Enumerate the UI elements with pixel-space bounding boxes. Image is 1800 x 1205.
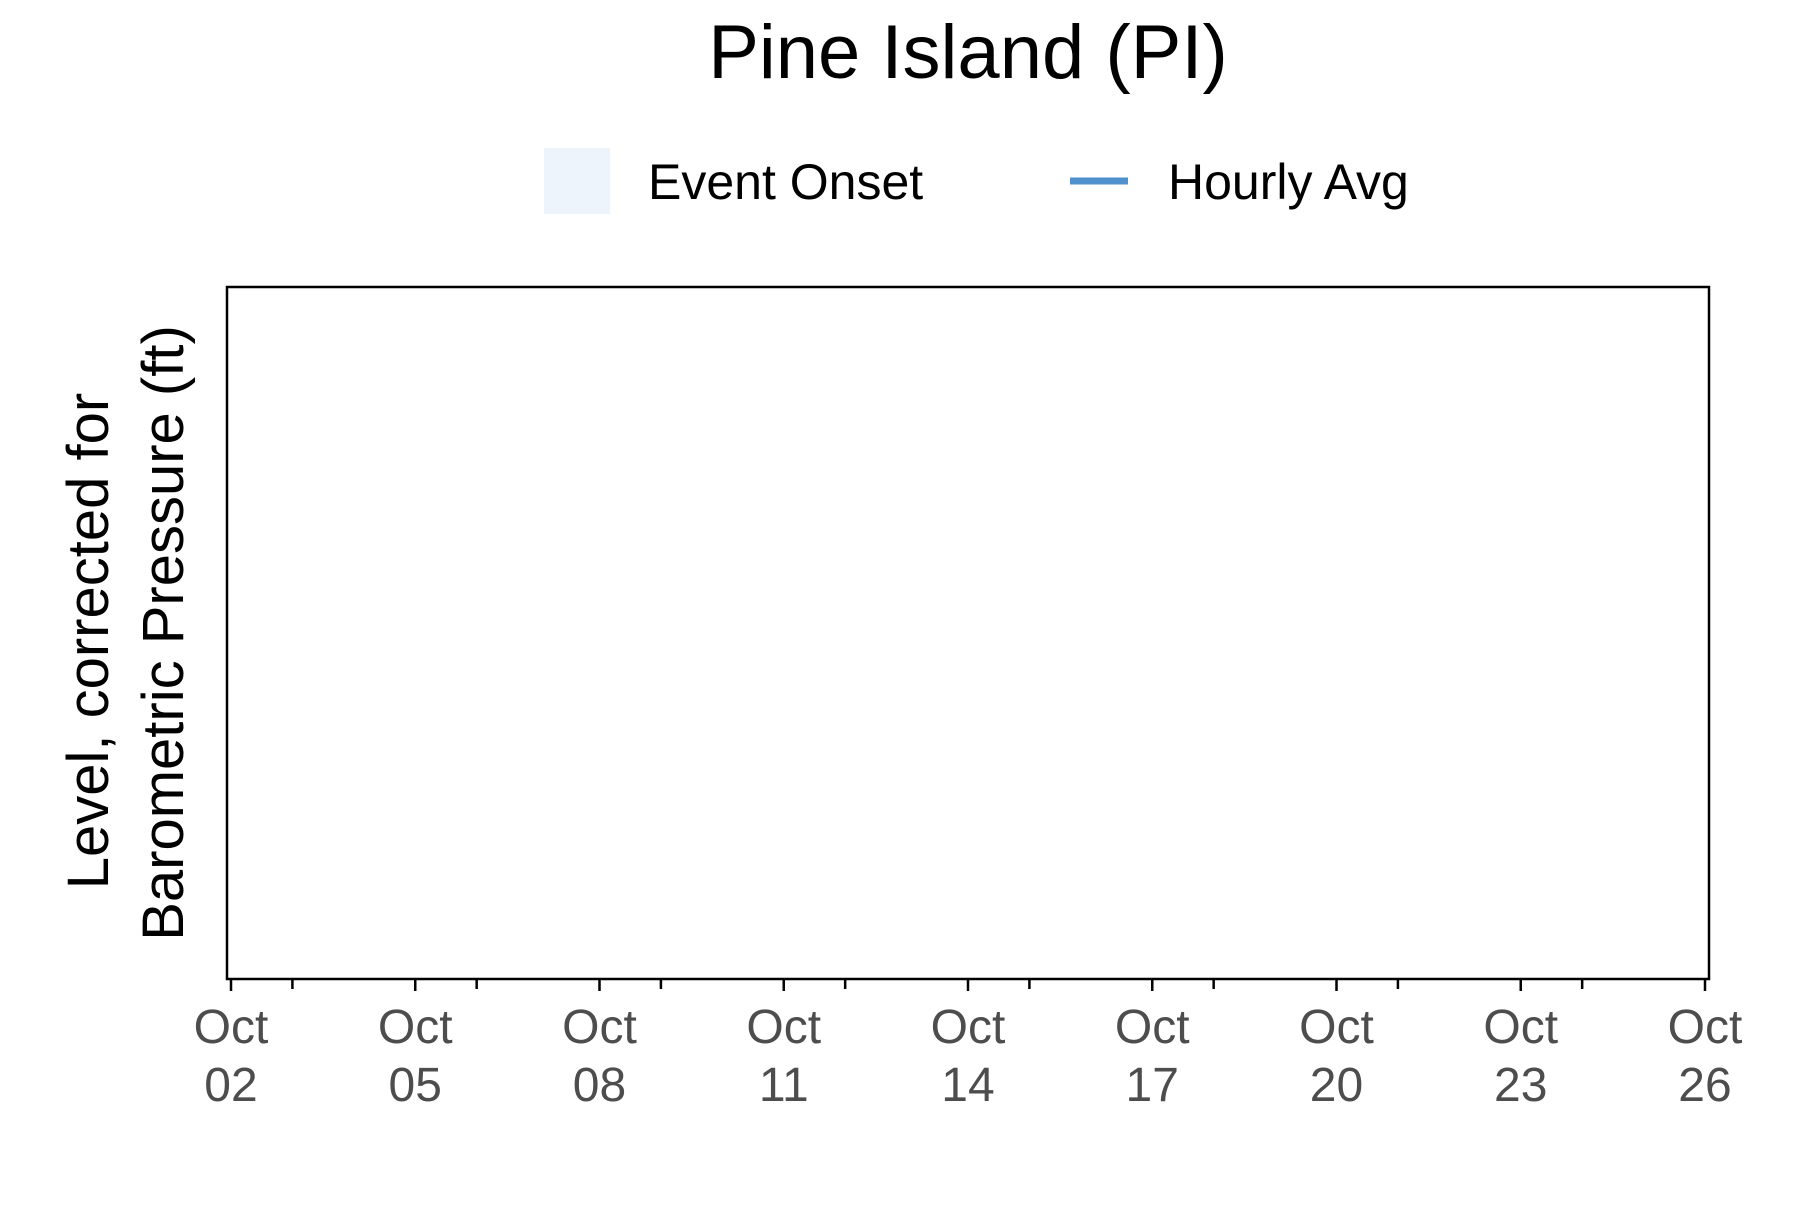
legend-swatch-event-onset bbox=[544, 148, 610, 214]
y-axis-label-line-2: Barometric Pressure (ft) bbox=[131, 325, 196, 941]
chart-title: Pine Island (PI) bbox=[708, 10, 1228, 95]
plot-panel bbox=[225, 285, 1711, 981]
legend-item: Hourly Avg bbox=[1070, 154, 1409, 210]
x-tick-label: Oct 23 bbox=[1483, 1001, 1558, 1112]
x-tick-label: Oct 08 bbox=[562, 1001, 637, 1112]
y-axis-label-line-1: Level, corrected for bbox=[56, 393, 121, 889]
x-tick-label: Oct 05 bbox=[378, 1001, 453, 1112]
x-tick-label: Oct 14 bbox=[931, 1001, 1006, 1112]
x-tick-label: Oct 26 bbox=[1668, 1001, 1743, 1112]
legend: Event Onset Hourly Avg bbox=[544, 148, 1409, 214]
legend-label: Event Onset bbox=[648, 154, 923, 210]
legend-item: Event Onset bbox=[544, 148, 923, 214]
x-tick-label: Oct 02 bbox=[194, 1001, 269, 1112]
legend-label: Hourly Avg bbox=[1168, 154, 1409, 210]
x-tick-label: Oct 11 bbox=[746, 1001, 821, 1112]
y-axis-label: Level, corrected for Barometric Pressure… bbox=[56, 325, 196, 941]
x-tick-label: Oct 20 bbox=[1299, 1001, 1374, 1112]
x-tick-label: Oct 17 bbox=[1115, 1001, 1190, 1112]
x-axis: Oct 02 Oct 05 Oct 08 Oct 11 Oct 14 Oct 17 Oct 20 Oct 23… bbox=[194, 979, 1743, 1112]
